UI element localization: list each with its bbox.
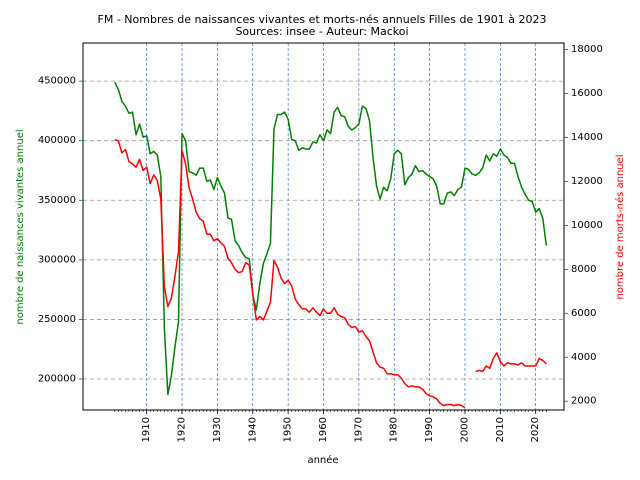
series-line-3: [475, 352, 547, 373]
x-tick-label: 1950: [283, 417, 294, 442]
y-right-tick-label: 6000: [571, 308, 596, 319]
y-left-tick-label: 350000: [38, 195, 76, 206]
y-right-tick-label: 2000: [571, 396, 596, 407]
x-tick-label: 2020: [530, 417, 541, 442]
x-tick-label: 1920: [177, 417, 188, 442]
series-group: [114, 81, 548, 409]
y-right-tick-label: 4000: [571, 352, 596, 363]
series-line-1: [114, 81, 548, 396]
x-axis: 1910 1920 1930 1940 1950 1960 1970 1980 1990 2000…: [114, 410, 547, 442]
x-tick-label: 1960: [318, 417, 329, 442]
chart-subtitle: Sources: insee - Auteur: Mackoi: [235, 25, 408, 38]
y-right-tick-label: 12000: [571, 176, 603, 187]
y-left-tick-label: 300000: [38, 254, 76, 265]
y-right-tick-label: 16000: [571, 88, 603, 99]
y-right-tick-label: 14000: [571, 132, 603, 143]
y-right-tick-label: 18000: [571, 44, 603, 55]
y-right-tick-label: 10000: [571, 220, 603, 231]
y-grid: [83, 80, 564, 380]
chart-title: FM - Nombres de naissances vivantes et m…: [98, 13, 547, 26]
x-tick-label: 2010: [495, 417, 506, 442]
y-left-tick-label: 450000: [38, 76, 76, 87]
x-tick-label: 1940: [247, 417, 258, 442]
y-left-tick-label: 200000: [38, 374, 76, 385]
y-axis-right-label: nombre de morts-nés annuel: [614, 154, 626, 299]
y-axis-left-label: nombre de naissances vivantes annuel: [15, 129, 26, 324]
x-tick-label: 1970: [353, 417, 364, 442]
x-grid: [146, 43, 537, 410]
x-tick-label: 1930: [212, 417, 223, 442]
x-tick-label: 1910: [141, 417, 152, 442]
x-tick-label: 1990: [424, 417, 435, 442]
y-axis-right: 2000 4000 6000 8000 10000 12000 14000 16000 1800…: [564, 44, 603, 407]
x-tick-label: 1980: [389, 417, 400, 442]
series-line-2: [114, 138, 466, 409]
y-left-tick-label: 400000: [38, 135, 76, 146]
x-tick-label: 2000: [459, 417, 470, 442]
y-right-tick-label: 8000: [571, 264, 596, 275]
y-axis-left: 200000 250000 300000 350000 400000 450000: [38, 76, 83, 385]
x-axis-label: année: [307, 454, 338, 466]
y-left-tick-label: 250000: [38, 314, 76, 325]
